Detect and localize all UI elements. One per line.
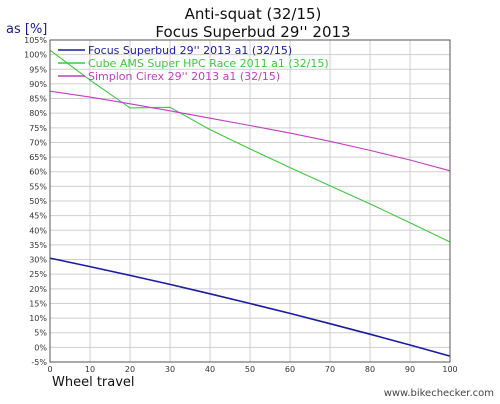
- y-tick-label: 15%: [29, 299, 47, 308]
- y-tick-label: 105%: [24, 36, 47, 45]
- series-lines: [49, 49, 451, 357]
- y-tick-label: 5%: [34, 329, 47, 338]
- y-tick-label: 35%: [29, 241, 47, 250]
- y-tick-label: 45%: [29, 212, 47, 221]
- y-tick-label: 70%: [29, 138, 47, 147]
- y-tick-label: 80%: [29, 109, 47, 118]
- y-tick-labels: -5% 0% 5% 10% 15% 20% 25% 30% 35% 40% 45% 50% 55% 60%…: [24, 36, 47, 367]
- x-tick-label: 0: [47, 365, 52, 374]
- y-tick-label: 65%: [29, 153, 47, 162]
- chart-subtitle: Focus Superbud 29'' 2013: [155, 23, 350, 41]
- x-axis-label: Wheel travel: [52, 375, 135, 390]
- y-tick-label: 95%: [29, 65, 47, 74]
- y-tick-label: 40%: [29, 226, 47, 235]
- grid: [49, 39, 451, 363]
- x-tick-label: 30: [165, 365, 175, 374]
- x-tick-label: 70: [325, 365, 335, 374]
- series-line: [49, 90, 451, 172]
- plot-frame: [49, 39, 451, 363]
- legend: Focus Superbud 29'' 2013 a1 (32/15)Cube …: [58, 44, 329, 83]
- y-tick-label: 60%: [29, 168, 47, 177]
- x-tick-label: 50: [245, 365, 255, 374]
- y-tick-label: 10%: [29, 314, 47, 323]
- y-tick-label: 75%: [29, 124, 47, 133]
- x-tick-label: 100: [442, 365, 457, 374]
- y-tick-label: 25%: [29, 270, 47, 279]
- legend-entry: Cube AMS Super HPC Race 2011 a1 (32/15): [88, 57, 329, 70]
- y-tick-label: 55%: [29, 182, 47, 191]
- x-tick-label: 60: [285, 365, 295, 374]
- x-tick-label: 40: [205, 365, 215, 374]
- series-line: [49, 257, 451, 357]
- y-axis-label: as [%]: [6, 22, 47, 37]
- y-tick-label: -5%: [31, 358, 47, 367]
- y-tick-label: 90%: [29, 80, 47, 89]
- y-tick-label: 20%: [29, 285, 47, 294]
- series-line: [49, 49, 451, 243]
- y-tick-label: 85%: [29, 95, 47, 104]
- x-tick-label: 20: [125, 365, 135, 374]
- y-tick-label: 30%: [29, 256, 47, 265]
- y-tick-label: 0%: [34, 343, 47, 352]
- x-tick-label: 10: [85, 365, 95, 374]
- x-tick-label: 80: [365, 365, 375, 374]
- x-tick-labels: 0 10 20 30 40 50 60 70 80 90 100: [47, 365, 457, 374]
- y-tick-label: 50%: [29, 197, 47, 206]
- x-tick-label: 90: [405, 365, 415, 374]
- y-tick-label: 100%: [24, 51, 47, 60]
- legend-entry: Simplon Cirex 29'' 2013 a1 (32/15): [88, 70, 280, 83]
- chart-title: Anti-squat (32/15): [185, 5, 322, 23]
- legend-entry: Focus Superbud 29'' 2013 a1 (32/15): [88, 44, 292, 57]
- watermark: www.bikechecker.com: [384, 388, 494, 399]
